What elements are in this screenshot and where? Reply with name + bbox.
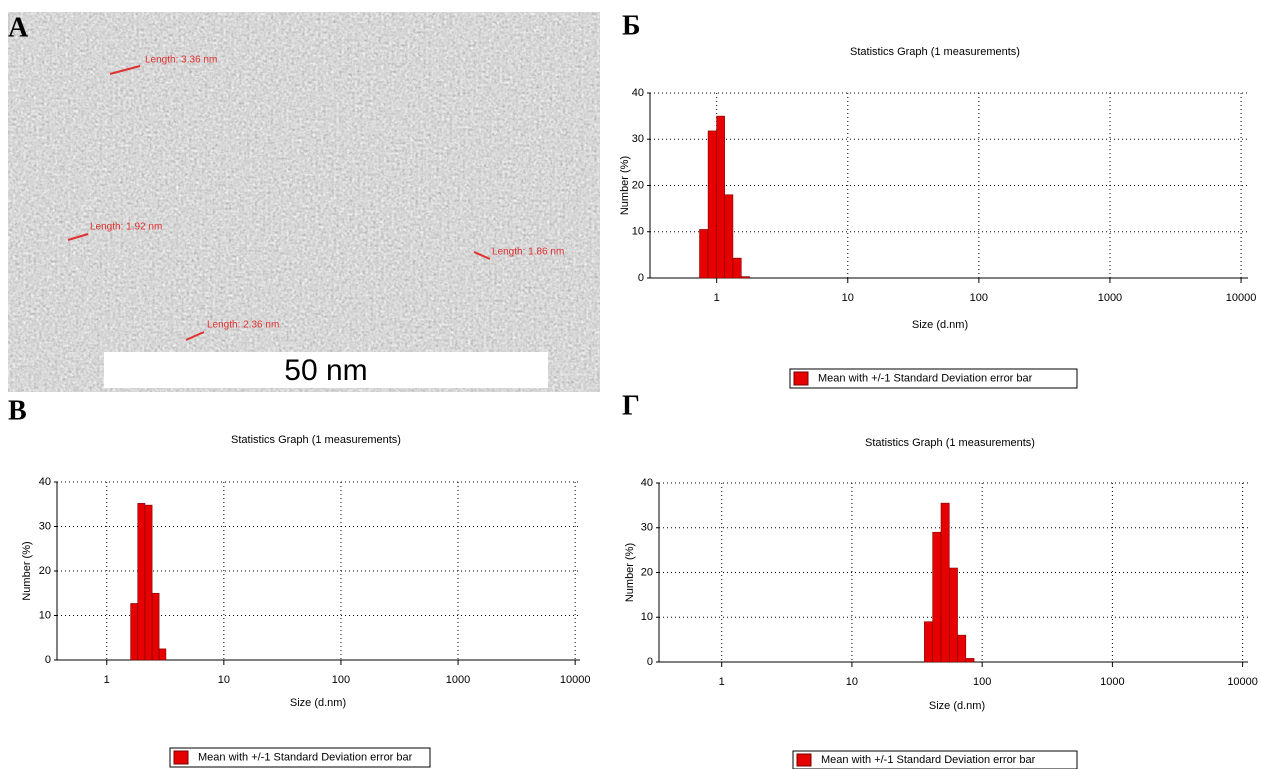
measure-label: Length: 2.36 nm xyxy=(207,320,279,331)
x-tick-label: 10000 xyxy=(1227,676,1258,688)
scale-bar-label: 50 nm xyxy=(284,354,367,387)
legend-label: Mean with +/-1 Standard Deviation error … xyxy=(821,754,1036,766)
y-axis-label: Number (%) xyxy=(21,541,33,600)
chart-title: Statistics Graph (1 measurements) xyxy=(850,46,1020,58)
y-tick-label: 10 xyxy=(641,611,653,623)
x-tick-label: 100 xyxy=(973,676,991,688)
bar xyxy=(707,130,717,279)
x-tick-label: 10 xyxy=(842,292,854,304)
legend-swatch xyxy=(173,750,189,765)
bar xyxy=(724,194,734,279)
y-tick-label: 10 xyxy=(632,226,644,238)
bar xyxy=(932,531,942,663)
panel-label: В xyxy=(8,395,27,426)
y-axis-label: Number (%) xyxy=(624,543,636,602)
bar xyxy=(965,658,975,663)
x-axis-label: Size (d.nm) xyxy=(912,319,968,331)
bar xyxy=(740,276,750,279)
bar xyxy=(699,229,709,279)
scale-bar xyxy=(104,352,548,388)
measure-label: Length: 1.92 nm xyxy=(90,222,162,233)
y-tick-label: 20 xyxy=(39,565,51,577)
panel-label: Б xyxy=(622,10,641,41)
y-tick-label: 40 xyxy=(39,476,51,488)
y-tick-label: 20 xyxy=(632,179,644,191)
x-axis-label: Size (d.nm) xyxy=(929,700,985,712)
chart-title: Statistics Graph (1 measurements) xyxy=(231,434,401,446)
x-tick-label: 10000 xyxy=(560,674,591,686)
bar xyxy=(158,648,167,661)
x-tick-label: 1000 xyxy=(446,674,470,686)
x-tick-label: 10 xyxy=(846,676,858,688)
panel-label: Г xyxy=(622,390,640,421)
measure-line xyxy=(109,65,141,75)
y-tick-label: 40 xyxy=(632,87,644,99)
y-tick-label: 20 xyxy=(641,566,653,578)
legend-swatch xyxy=(796,753,812,767)
x-tick-label: 10 xyxy=(218,674,230,686)
bar xyxy=(144,504,153,661)
y-tick-label: 0 xyxy=(45,654,51,666)
y-tick-label: 30 xyxy=(632,133,644,145)
y-tick-label: 10 xyxy=(39,609,51,621)
measure-line xyxy=(185,331,205,341)
legend-label: Mean with +/-1 Standard Deviation error … xyxy=(818,372,1033,384)
y-tick-label: 40 xyxy=(641,477,653,489)
bar xyxy=(130,603,139,661)
x-tick-label: 1 xyxy=(104,674,110,686)
x-tick-label: 1 xyxy=(719,676,725,688)
y-tick-label: 0 xyxy=(638,272,644,284)
measure-label: Length: 3.36 nm xyxy=(145,55,217,66)
measure-line xyxy=(67,233,89,241)
y-tick-label: 30 xyxy=(39,520,51,532)
y-axis-label: Number (%) xyxy=(619,156,631,215)
bar xyxy=(948,567,958,663)
bar xyxy=(924,621,933,663)
legend-box xyxy=(789,368,1078,389)
y-tick-label: 30 xyxy=(641,522,653,534)
bar xyxy=(151,592,160,661)
x-tick-label: 100 xyxy=(970,292,988,304)
x-tick-label: 1000 xyxy=(1098,292,1122,304)
bar xyxy=(732,257,742,279)
panel-label: А xyxy=(8,12,29,43)
measure-line xyxy=(473,251,491,260)
legend-box xyxy=(169,747,431,768)
tem-panel: 50 nm Length: 3.36 nm Length: 1.92 nm Le… xyxy=(8,12,600,392)
legend-box xyxy=(792,750,1078,769)
x-tick-label: 100 xyxy=(332,674,350,686)
tem-texture xyxy=(8,12,600,392)
chart-title: Statistics Graph (1 measurements) xyxy=(865,437,1035,449)
legend-label: Mean with +/-1 Standard Deviation error … xyxy=(198,751,413,763)
x-axis-label: Size (d.nm) xyxy=(290,697,346,709)
bar xyxy=(137,503,146,661)
measure-label: Length: 1.86 nm xyxy=(492,247,564,258)
bar xyxy=(716,115,725,279)
y-tick-label: 0 xyxy=(647,656,653,668)
legend-swatch xyxy=(793,371,809,386)
x-tick-label: 1000 xyxy=(1100,676,1124,688)
bar xyxy=(957,634,967,663)
x-tick-label: 1 xyxy=(714,292,720,304)
x-tick-label: 10000 xyxy=(1226,292,1257,304)
bar xyxy=(940,502,950,663)
